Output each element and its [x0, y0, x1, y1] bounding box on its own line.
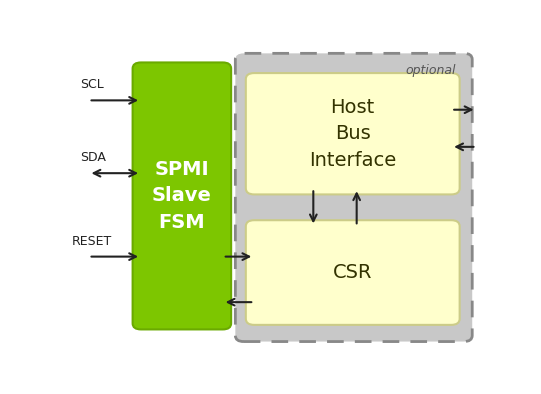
Text: SCL: SCL [80, 78, 104, 91]
Text: RESET: RESET [72, 234, 112, 247]
Text: SPMI
Slave
FSM: SPMI Slave FSM [152, 160, 212, 232]
FancyBboxPatch shape [235, 53, 472, 342]
Text: SDA: SDA [80, 151, 106, 164]
FancyBboxPatch shape [246, 220, 460, 325]
FancyBboxPatch shape [133, 63, 231, 329]
Text: Host
Bus
Interface: Host Bus Interface [309, 98, 397, 170]
Text: optional: optional [405, 64, 456, 77]
FancyBboxPatch shape [246, 73, 460, 194]
Text: CSR: CSR [333, 263, 373, 282]
